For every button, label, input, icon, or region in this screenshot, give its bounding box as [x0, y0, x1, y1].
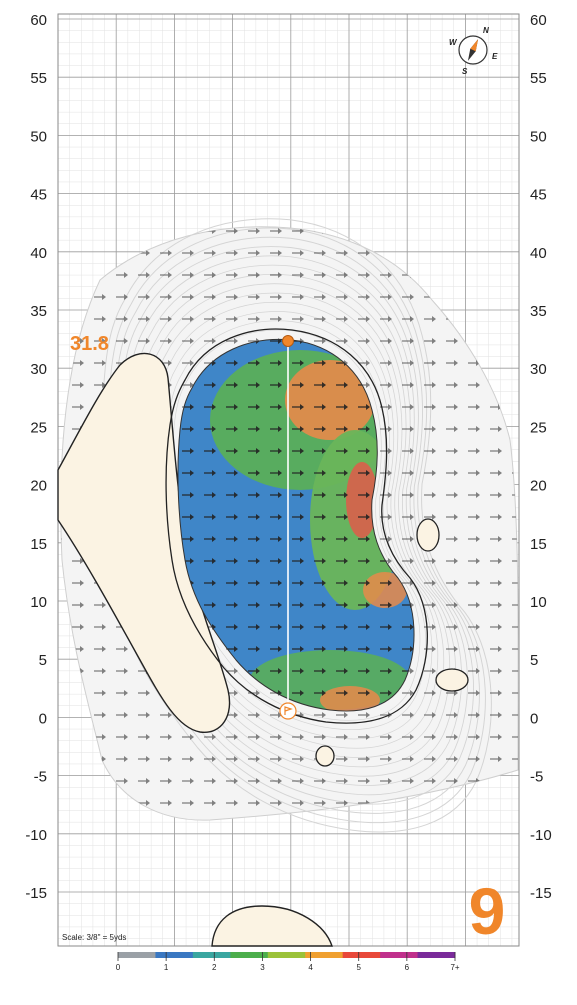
y-tick-left: 35: [30, 303, 47, 320]
y-tick-right: 30: [530, 361, 547, 378]
y-tick-left: 40: [30, 245, 47, 262]
bunker-front-small: [315, 745, 335, 767]
compass-s: S: [462, 67, 468, 76]
y-tick-right: 55: [530, 70, 547, 87]
legend-label: 6: [405, 963, 410, 972]
y-tick-left: -15: [25, 885, 47, 902]
bunker-right-low: [435, 668, 469, 692]
pin-distance-label: 31.8: [70, 333, 109, 355]
y-tick-right: -10: [530, 827, 552, 844]
y-tick-right: 0: [530, 710, 538, 727]
legend-label: 4: [308, 963, 313, 972]
bunker-bottom: [211, 905, 333, 947]
y-tick-right: 60: [530, 12, 547, 29]
y-tick-right: 10: [530, 594, 547, 611]
legend-swatch: [192, 952, 231, 958]
bunker-left: [57, 352, 231, 733]
y-tick-right: 45: [530, 187, 547, 204]
bunker-right-small: [416, 518, 440, 552]
compass-w: W: [449, 38, 458, 47]
y-tick-left: 0: [39, 710, 47, 727]
legend-swatch: [417, 952, 456, 958]
y-tick-right: 50: [530, 128, 547, 145]
legend-label: 1: [164, 963, 169, 972]
y-tick-right: -5: [530, 769, 543, 786]
y-tick-left: 25: [30, 419, 47, 436]
y-tick-left: 45: [30, 187, 47, 204]
legend-label: 3: [260, 963, 265, 972]
compass-icon: N E S W: [449, 26, 498, 76]
legend-swatch: [267, 952, 306, 958]
y-tick-left: -5: [34, 769, 47, 786]
y-tick-left: 60: [30, 12, 47, 29]
y-tick-right: 15: [530, 536, 547, 553]
y-tick-left: 15: [30, 536, 47, 553]
y-tick-right: 25: [530, 419, 547, 436]
y-tick-left: 10: [30, 594, 47, 611]
front-marker: [279, 702, 297, 720]
y-tick-right: 40: [530, 245, 547, 262]
pin-marker: [282, 335, 294, 347]
y-tick-right: 35: [530, 303, 547, 320]
y-tick-right: -15: [530, 885, 552, 902]
hole-number: 9: [469, 874, 506, 948]
legend-swatch: [380, 952, 419, 958]
y-tick-left: 55: [30, 70, 47, 87]
compass-e: E: [492, 52, 498, 61]
legend-swatch: [155, 952, 194, 958]
legend-label: 2: [212, 963, 217, 972]
slope-legend: 0 1 2 3 4 5 6 7+: [116, 952, 460, 972]
y-tick-left: 5: [39, 652, 47, 669]
y-tick-left: -10: [25, 827, 47, 844]
legend-label: 5: [356, 963, 361, 972]
legend-swatch: [230, 952, 269, 958]
green-collar: [165, 328, 428, 724]
legend-swatch: [342, 952, 381, 958]
legend-label: 0: [116, 963, 121, 972]
y-tick-right: 5: [530, 652, 538, 669]
y-tick-left: 50: [30, 128, 47, 145]
compass-n: N: [483, 26, 489, 35]
green-edge: [177, 338, 415, 712]
y-tick-right: 20: [530, 478, 547, 495]
legend-swatch: [118, 952, 156, 958]
y-tick-left: 20: [30, 478, 47, 495]
legend-swatch: [305, 952, 344, 958]
scale-note: Scale: 3/8" = 5yds: [62, 933, 126, 942]
legend-label: 7+: [450, 963, 459, 972]
y-tick-left: 30: [30, 361, 47, 378]
